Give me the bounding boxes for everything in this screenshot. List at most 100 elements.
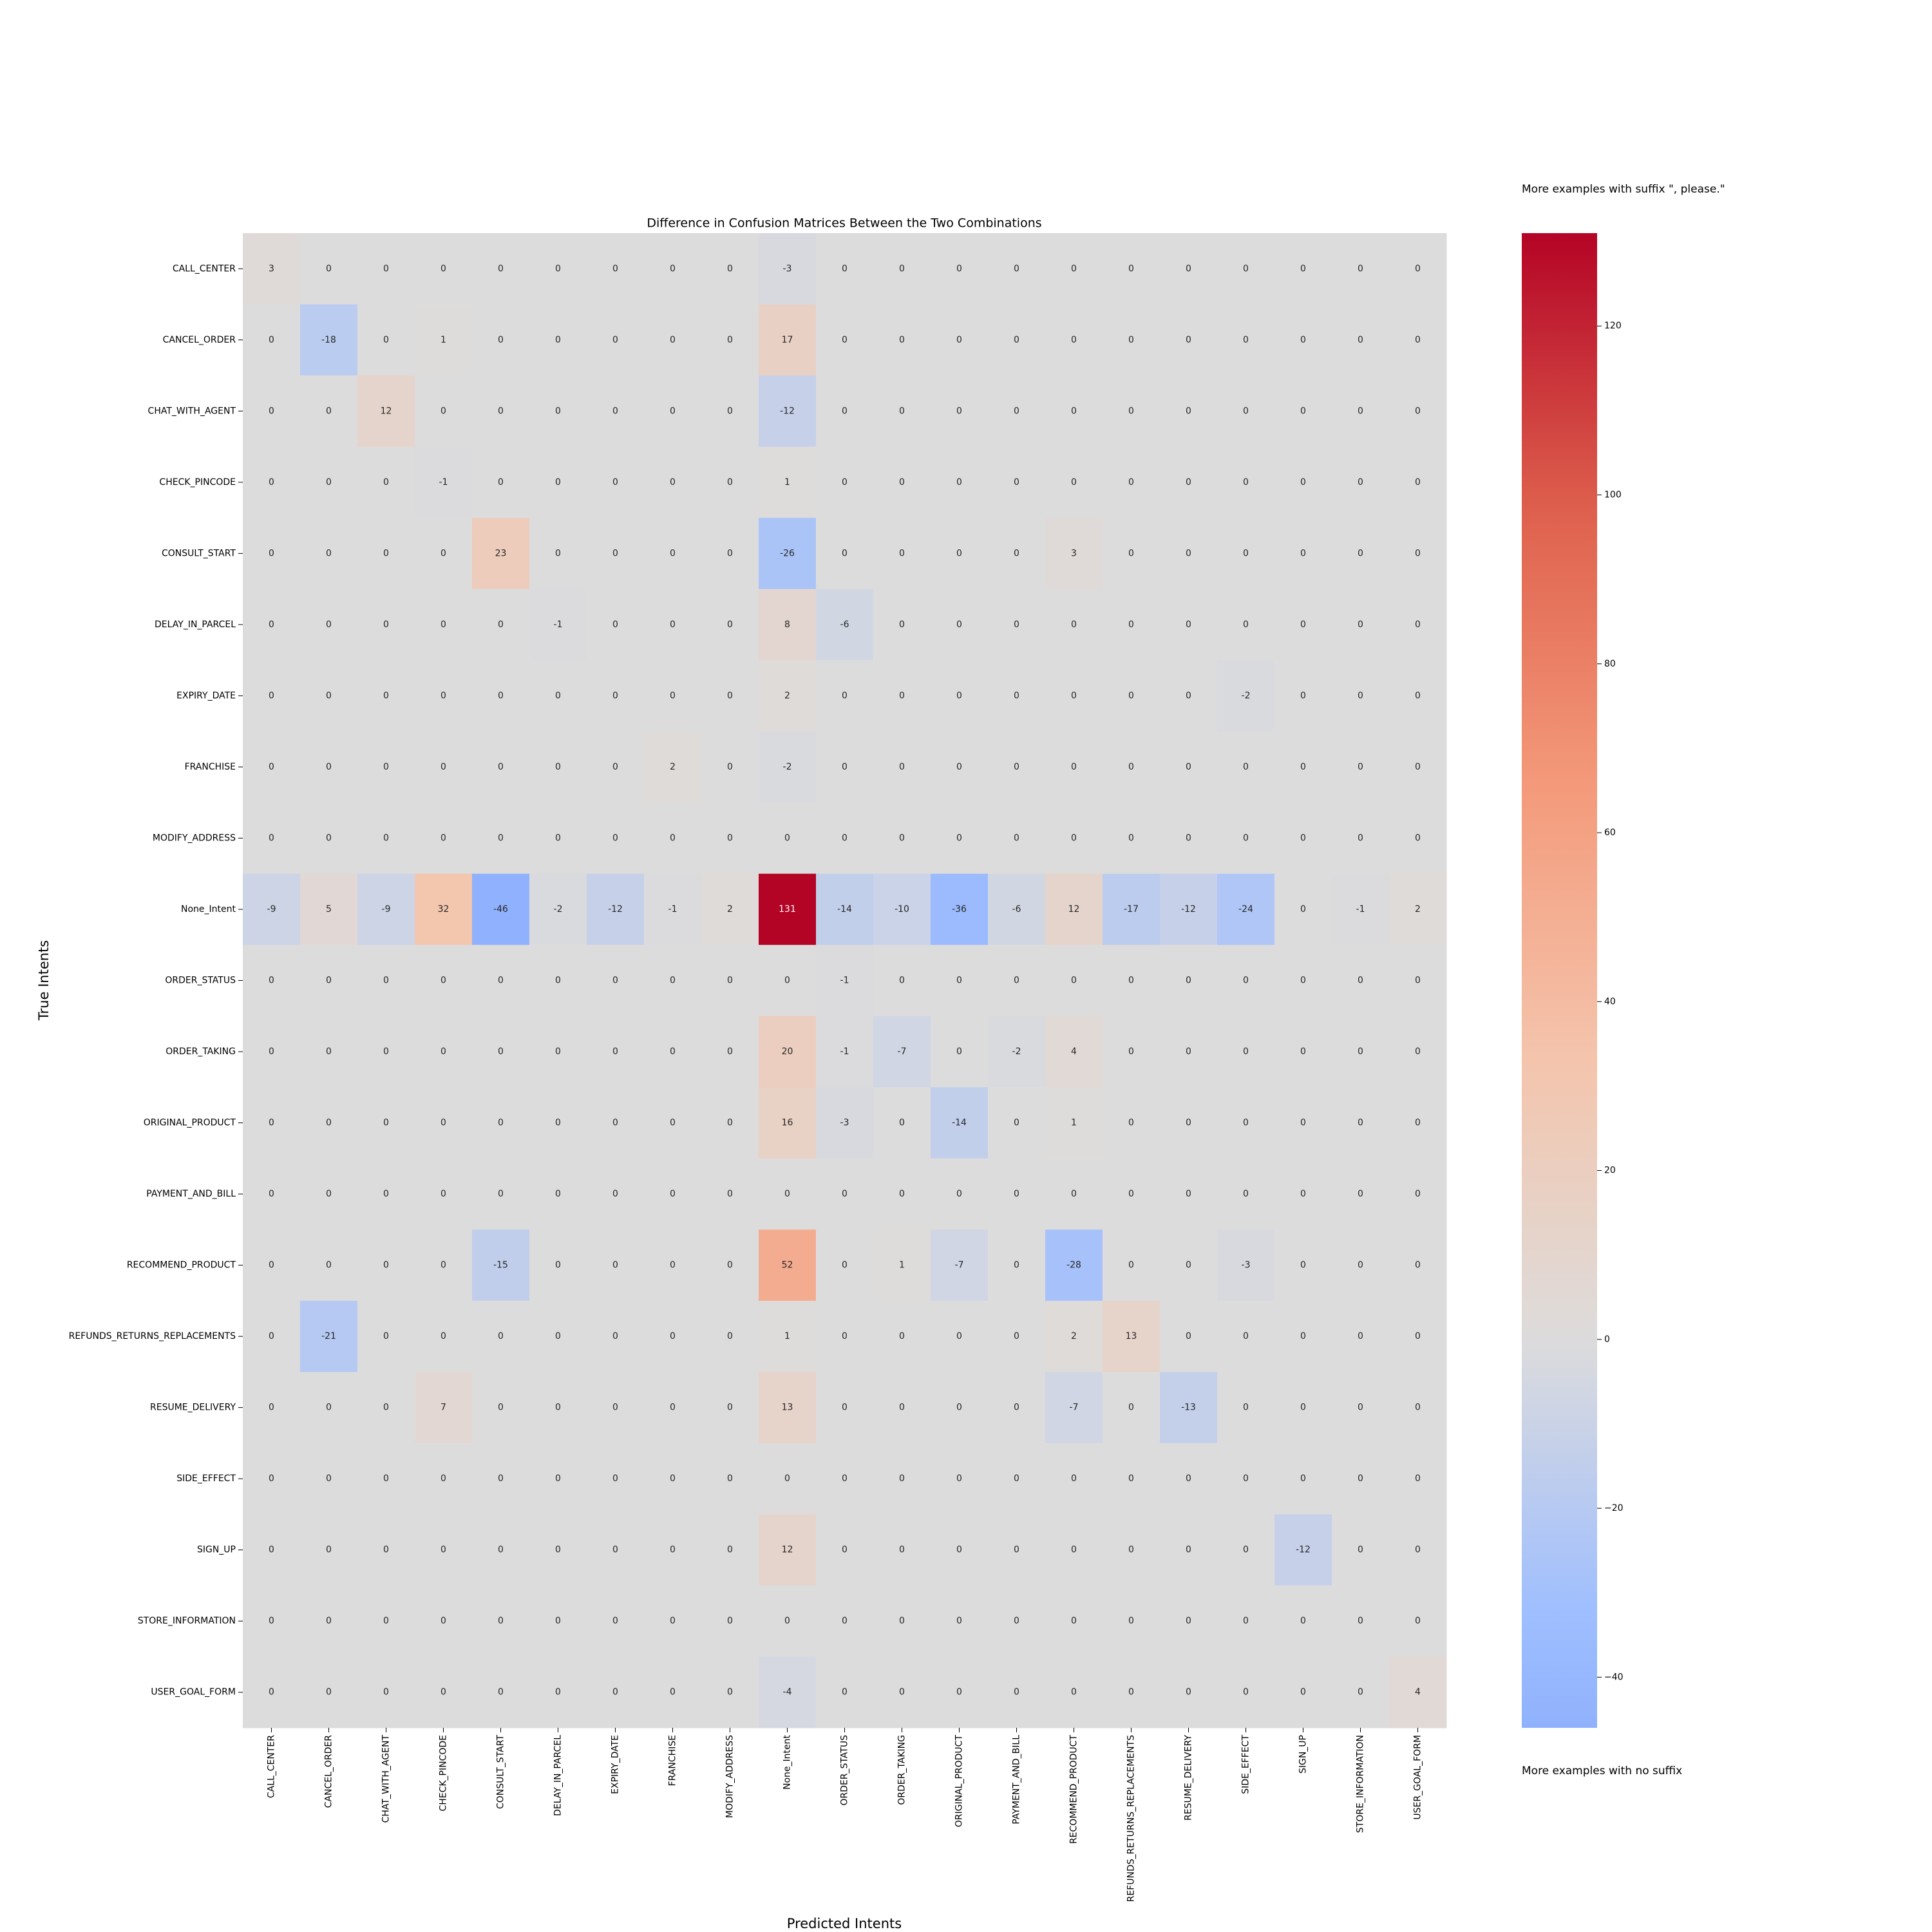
cell-label: 0 (842, 406, 848, 416)
heatmap-cell (1103, 1158, 1160, 1230)
heatmap-cell (243, 1229, 301, 1302)
cell-label: 0 (1300, 1260, 1306, 1271)
cell-label: 0 (842, 690, 848, 701)
heatmap-cell (1160, 1300, 1218, 1372)
cell-label: 0 (670, 335, 676, 345)
heatmap-cell (472, 518, 530, 590)
cell-label: 0 (1186, 477, 1191, 488)
cell-label: 3 (1071, 548, 1077, 558)
heatmap-cell (472, 1158, 530, 1230)
cell-label: 0 (1128, 1189, 1134, 1199)
heatmap-cell (472, 1514, 530, 1586)
cell-label: -3 (1242, 1260, 1251, 1271)
heatmap-cell (587, 945, 645, 1017)
cell-label: 0 (1243, 1545, 1249, 1555)
cell-label: 0 (1128, 833, 1134, 843)
heatmap-cell (1332, 1087, 1390, 1159)
heatmap-cell (873, 802, 931, 875)
cell-label: 0 (670, 1473, 676, 1484)
cell-label: 0 (1128, 762, 1134, 772)
cell-label: 0 (326, 548, 332, 558)
cell-label: 0 (1186, 762, 1191, 772)
heatmap-cell (1332, 1585, 1390, 1657)
cell-label: 0 (1014, 1687, 1019, 1698)
heatmap-cell (1389, 1229, 1447, 1302)
heatmap-cell (1274, 1443, 1332, 1515)
cell-label: 0 (1014, 833, 1019, 843)
heatmap-cell (931, 589, 989, 661)
heatmap-cell (1389, 660, 1447, 732)
cell-label: 0 (383, 335, 389, 345)
colorbar-bottom-label: More examples with no suffix (1522, 1765, 1682, 1777)
cell-label: 1 (784, 477, 790, 488)
cell-label: 0 (440, 1189, 446, 1199)
cell-label: 0 (555, 406, 561, 416)
heatmap-cell (415, 1656, 473, 1728)
heatmap-cell (1160, 802, 1218, 875)
heatmap-cell (1160, 1016, 1218, 1088)
x-tick-label: ORDER_TAKING (897, 1735, 907, 1805)
cell-label: 0 (1128, 263, 1134, 274)
heatmap-cell (243, 1087, 301, 1159)
cell-label: 0 (899, 1473, 905, 1484)
heatmap-cell (587, 233, 645, 305)
heatmap-cell (931, 1656, 989, 1728)
heatmap-cell (415, 945, 473, 1017)
heatmap-cell (816, 1656, 874, 1728)
cell-label: 20 (782, 1046, 793, 1057)
heatmap-cell (1217, 1300, 1275, 1372)
cell-label: 0 (498, 1473, 504, 1484)
cell-label: 0 (899, 1687, 905, 1698)
colorbar-top-label: More examples with suffix ", please." (1522, 183, 1725, 196)
cell-label: 0 (326, 1473, 332, 1484)
cell-label: 17 (782, 335, 793, 345)
heatmap-cell (357, 1300, 415, 1372)
heatmap-cell (1103, 731, 1160, 803)
cell-label: -6 (840, 620, 849, 630)
cell-label: 0 (1300, 1687, 1306, 1698)
cell-label: 0 (1014, 335, 1019, 345)
cell-label: 0 (269, 1687, 274, 1698)
heatmap-cell (701, 660, 759, 732)
heatmap-cell (1332, 233, 1390, 305)
cell-label: 0 (842, 1616, 848, 1626)
heatmap-cell (415, 1158, 473, 1230)
cell-label: 0 (842, 1403, 848, 1413)
cell-label: 0 (383, 1331, 389, 1341)
heatmap-cell (701, 1158, 759, 1230)
cell-label: 0 (1358, 477, 1363, 488)
heatmap-cell (1160, 1158, 1218, 1230)
heatmap-cell (816, 518, 874, 590)
heatmap-cell (1274, 873, 1332, 945)
heatmap-cell (931, 1016, 989, 1088)
cell-label: 0 (1300, 620, 1306, 630)
colorbar-tick-label: 0 (1604, 1334, 1610, 1345)
heatmap-cell (1274, 446, 1332, 518)
heatmap-cell (1217, 1372, 1275, 1444)
y-tick-label: REFUNDS_RETURNS_REPLACEMENTS (69, 1331, 236, 1341)
heatmap-cell (701, 518, 759, 590)
heatmap-cell (1103, 1656, 1160, 1728)
heatmap-cell (988, 1372, 1046, 1444)
heatmap-cell (587, 518, 645, 590)
heatmap-cell (1103, 304, 1160, 376)
heatmap-cell (1274, 660, 1332, 732)
x-tick-label: RESUME_DELIVERY (1184, 1735, 1194, 1821)
cell-label: 0 (1300, 1189, 1306, 1199)
y-tick-label: CONSULT_START (162, 548, 236, 558)
heatmap-cell (243, 1372, 301, 1444)
heatmap-cell (529, 1158, 587, 1230)
heatmap-cell (300, 304, 358, 376)
cell-label: 0 (670, 548, 676, 558)
heatmap-cell (243, 1158, 301, 1230)
cell-label: 0 (956, 1616, 962, 1626)
cell-label: 0 (1243, 833, 1249, 843)
heatmap-cell (1160, 873, 1218, 945)
heatmap-cell (243, 945, 301, 1017)
cell-label: 0 (1128, 406, 1134, 416)
heatmap-cell (759, 1087, 817, 1159)
heatmap-cell (1160, 1514, 1218, 1586)
x-tick-label: CONSULT_START (496, 1735, 506, 1809)
heatmap-cell (759, 1016, 817, 1088)
